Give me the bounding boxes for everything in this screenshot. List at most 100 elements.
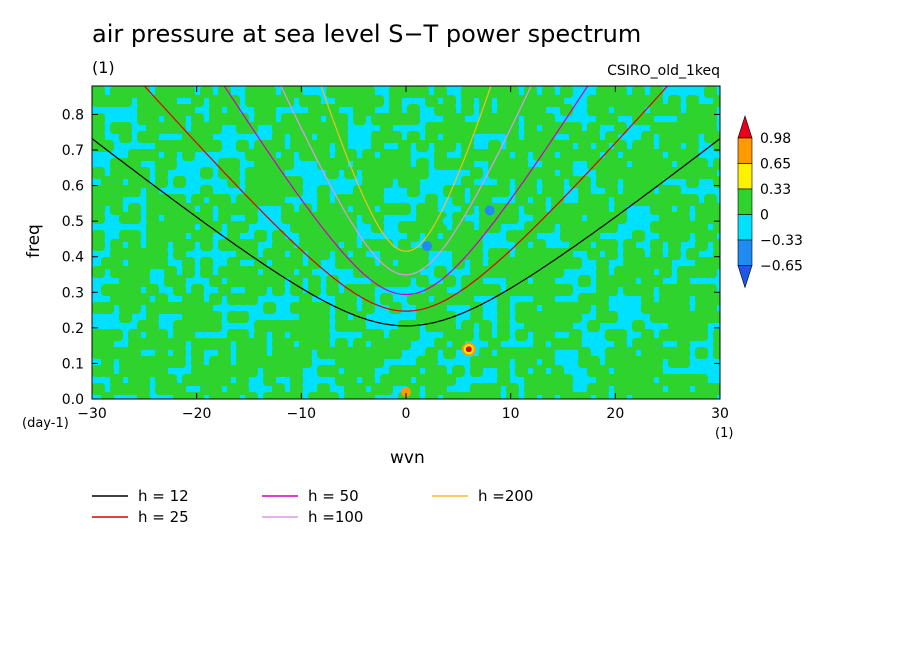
field-cell-positive bbox=[299, 356, 312, 368]
field-cell-positive bbox=[155, 167, 168, 179]
field-cell-positive bbox=[272, 230, 285, 242]
colorbar-level-label: 0 bbox=[760, 208, 769, 224]
field-cell-positive bbox=[650, 176, 663, 188]
field-cell-positive bbox=[164, 95, 177, 107]
field-cell-positive bbox=[92, 167, 105, 179]
field-cell-positive bbox=[263, 113, 276, 125]
field-cell-positive bbox=[704, 284, 717, 296]
field-cell-positive bbox=[515, 329, 528, 341]
field-cell-positive bbox=[533, 365, 546, 377]
field-cell-positive bbox=[326, 365, 339, 377]
field-cell-positive bbox=[209, 311, 222, 323]
field-cell-positive bbox=[110, 374, 123, 386]
field-cell-positive bbox=[362, 86, 375, 98]
field-cell-positive bbox=[497, 329, 510, 341]
field-cell-positive bbox=[551, 365, 564, 377]
field-cell-positive bbox=[398, 275, 411, 287]
field-cell-positive bbox=[326, 104, 339, 116]
field-cell-positive bbox=[128, 284, 141, 296]
field-cell-positive bbox=[92, 266, 105, 278]
feature-2 bbox=[484, 205, 495, 216]
field-cell-positive bbox=[308, 95, 321, 107]
field-cell-positive bbox=[434, 266, 447, 278]
field-cell-positive bbox=[317, 320, 330, 332]
field-cell-positive bbox=[200, 230, 213, 242]
x-tick-label: 20 bbox=[606, 406, 624, 422]
field-cell-positive bbox=[371, 212, 384, 224]
field-cell-positive bbox=[704, 167, 717, 179]
field-cell-positive bbox=[524, 392, 537, 399]
field-cell-positive bbox=[668, 104, 681, 116]
field-cell-positive bbox=[434, 383, 447, 395]
field-cell-positive bbox=[704, 230, 717, 242]
field-cell-positive bbox=[560, 86, 573, 98]
field-cell-positive bbox=[677, 302, 690, 314]
colorbar-level-label: −0.65 bbox=[760, 259, 803, 275]
field-cell-positive bbox=[299, 266, 312, 278]
model-name: CSIRO_old_1keq bbox=[607, 63, 720, 79]
field-cell-positive bbox=[209, 320, 222, 332]
field-cell-positive bbox=[137, 374, 150, 386]
field-cell-positive bbox=[398, 158, 411, 170]
field-cell-positive bbox=[290, 383, 303, 395]
field-cell-positive bbox=[407, 365, 420, 377]
field-cell-positive bbox=[497, 356, 510, 368]
field-cell-positive bbox=[92, 86, 105, 98]
colorbar-top-arrow bbox=[737, 115, 753, 139]
curve-100 bbox=[280, 86, 532, 276]
field-cell-positive bbox=[362, 149, 375, 161]
field-cell-positive bbox=[353, 248, 366, 260]
field-cell-positive bbox=[218, 374, 231, 386]
field-cell-positive bbox=[281, 338, 294, 350]
field-cell-positive bbox=[254, 329, 267, 341]
field-cell-positive bbox=[650, 365, 663, 377]
field-cell-positive bbox=[281, 266, 294, 278]
field-cell-positive bbox=[182, 266, 195, 278]
field-cell-positive bbox=[299, 347, 312, 359]
field-cell-positive bbox=[668, 248, 681, 260]
field-cell-positive bbox=[137, 293, 150, 305]
field-cell-positive bbox=[560, 140, 573, 152]
field-cell-positive bbox=[479, 347, 492, 359]
field-cell-positive bbox=[650, 338, 663, 350]
field-cell-positive bbox=[506, 392, 519, 399]
field-cell-positive bbox=[92, 113, 105, 125]
field-cell-positive bbox=[713, 347, 720, 359]
field-cell-positive bbox=[587, 131, 600, 143]
field-cell-positive bbox=[380, 176, 393, 188]
field-cell-positive bbox=[632, 320, 645, 332]
field-cell-positive bbox=[677, 212, 690, 224]
field-cell-positive bbox=[587, 149, 600, 161]
field-cell-positive bbox=[353, 338, 366, 350]
field-cell-positive bbox=[488, 338, 501, 350]
field-cell-positive bbox=[299, 203, 312, 215]
field-cell-positive bbox=[227, 230, 240, 242]
field-cell-positive bbox=[443, 140, 456, 152]
field-cell-positive bbox=[488, 383, 501, 395]
field-cell-positive bbox=[452, 113, 465, 125]
field-cell-positive bbox=[524, 185, 537, 197]
field-cell-positive bbox=[362, 104, 375, 116]
field-cell-positive bbox=[164, 266, 177, 278]
x-tick-label: 0 bbox=[402, 406, 411, 422]
field-cell-positive bbox=[380, 257, 393, 269]
field-cell-positive bbox=[281, 203, 294, 215]
field-cell-positive bbox=[407, 176, 420, 188]
field-cell-positive bbox=[713, 293, 720, 305]
field-cell-positive bbox=[416, 158, 429, 170]
field-cell-positive bbox=[461, 104, 474, 116]
field-cell-positive bbox=[173, 383, 186, 395]
field-cell-positive bbox=[263, 104, 276, 116]
subtitle-left: (1) bbox=[92, 58, 115, 77]
field-cell-positive bbox=[416, 140, 429, 152]
field-cell-positive bbox=[146, 320, 159, 332]
field-cell-positive bbox=[371, 140, 384, 152]
field-cell-positive bbox=[371, 185, 384, 197]
field-cell-positive bbox=[272, 329, 285, 341]
field-cell-positive bbox=[344, 221, 357, 233]
field-cell-positive bbox=[155, 257, 168, 269]
field-cell-positive bbox=[623, 347, 636, 359]
field-cell-positive bbox=[605, 185, 618, 197]
field-cell-positive bbox=[614, 203, 627, 215]
